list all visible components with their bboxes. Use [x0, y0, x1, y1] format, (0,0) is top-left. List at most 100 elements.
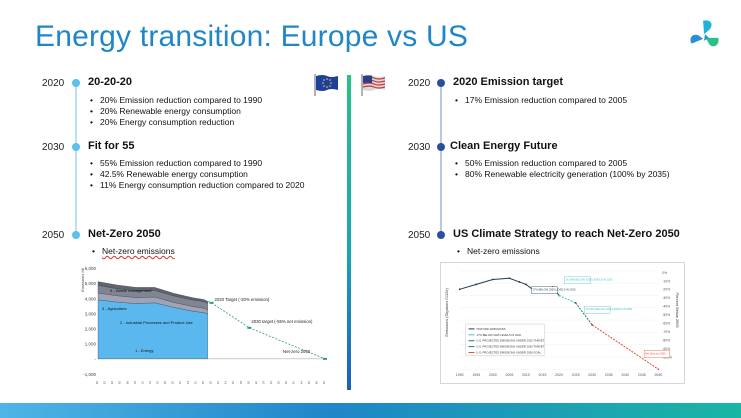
x-tick-label: 2036 — [269, 381, 273, 384]
us-year-2020: 2020 — [408, 78, 431, 89]
eu-year-2050: 2050 — [42, 230, 65, 241]
us-year-2030: 2030 — [408, 142, 431, 153]
data-point — [508, 277, 511, 280]
x-tick-label: 2050 — [322, 381, 326, 384]
legend-label: U.S. PROJECTED EMISSIONS UNDER 2025 TARG… — [476, 339, 544, 343]
eu-timeline-line — [75, 79, 77, 234]
y-tick-label: 2,000 — [85, 327, 97, 332]
y2-tick-label: -60% — [662, 322, 670, 326]
us-bullets-2050: Net-zero emissions — [457, 246, 540, 257]
x-tick-label: 2034 — [261, 381, 265, 384]
x-tick-label: 2012 — [178, 381, 182, 384]
us-flag-icon — [361, 74, 386, 96]
x-tick-label: 2035 — [605, 373, 613, 377]
data-point — [518, 281, 521, 283]
x-tick-label: 2008 — [163, 381, 167, 384]
x-tick-label: 1994 — [110, 381, 114, 384]
y2-axis-label: Percent Below 2005 — [675, 293, 680, 329]
pinwheel-logo-icon — [690, 20, 719, 47]
line-series-3 — [575, 302, 593, 326]
us-heading-2050: US Climate Strategy to reach Net-Zero 20… — [453, 228, 680, 240]
y2-tick-label: -30% — [662, 296, 670, 300]
eu-timeline-dot — [72, 79, 80, 87]
x-tick-label: 2010 — [171, 381, 175, 384]
y-tick-label: - — [95, 357, 97, 362]
list-item: 50% Emission reduction compared to 2005 — [455, 158, 670, 169]
x-tick-label: 2050 — [654, 373, 662, 377]
x-tick-label: 2045 — [638, 373, 646, 377]
x-tick-label: 2032 — [254, 381, 258, 384]
x-tick-label: 2020 — [209, 381, 213, 384]
x-tick-label: 2030 — [588, 373, 596, 377]
series-label: 5 - Waste management — [110, 288, 152, 293]
eu-heading-2030: Fit for 55 — [88, 140, 135, 152]
eu-year-2020: 2020 — [42, 78, 65, 89]
data-point — [458, 288, 461, 291]
x-tick-label: 1990 — [95, 381, 99, 384]
list-item: 20% Renewable energy consumption — [90, 106, 262, 117]
annotation-2030: 2030 target (-55% net emission) — [251, 319, 313, 324]
x-tick-label: 2000 — [133, 381, 137, 384]
page-title: Energy transition: Europe vs US — [35, 20, 469, 53]
us-bullets-2030: 50% Emission reduction compared to 2005 … — [455, 158, 670, 180]
list-item: 42.5% Renewable energy consumption — [90, 169, 304, 180]
x-tick-label: 2040 — [284, 381, 288, 384]
annotation-box — [643, 350, 670, 358]
projection-line — [211, 302, 326, 360]
target-marker — [209, 301, 214, 304]
legend-label: HISTORIC EMISSIONS — [476, 327, 505, 331]
us-timeline-dot — [437, 79, 445, 87]
y-tick-label: 4,000 — [85, 296, 97, 301]
center-divider — [347, 75, 351, 390]
x-tick-label: 2016 — [193, 381, 197, 384]
y2-tick-label: 0% — [662, 271, 667, 275]
x-tick-label: 2014 — [186, 381, 190, 384]
x-tick-label: 2048 — [314, 381, 318, 384]
eu-year-2030: 2030 — [42, 142, 65, 153]
series-label: 1 - Energy — [135, 348, 153, 353]
x-tick-label: 2030 — [246, 381, 250, 384]
target-marker — [323, 357, 327, 360]
annotation-2020: 2020 Target (-20% emission) — [215, 297, 270, 302]
data-point — [657, 368, 660, 371]
y-axis-label: Emissions Mt — [80, 267, 85, 292]
us-year-2050: 2050 — [408, 230, 431, 241]
x-tick-label: 1995 — [472, 373, 480, 377]
us-bullets-2020: 17% Emission reduction compared to 2005 — [455, 95, 627, 106]
x-tick-label: 2042 — [292, 381, 296, 384]
data-point — [491, 278, 494, 281]
eu-bullets-2030: 55% Emission reduction compared to 1990 … — [90, 158, 304, 191]
list-item: 80% Renewable electricity generation (10… — [455, 169, 670, 180]
data-point — [574, 301, 577, 304]
data-point — [558, 294, 560, 297]
us-emissions-chart: Emissions (Gigatons CO2e) Percent Below 2… — [440, 262, 685, 384]
x-tick-label: 2002 — [140, 381, 144, 384]
data-point — [591, 324, 594, 326]
legend-box — [465, 323, 545, 356]
eu-timeline-dot — [72, 231, 80, 239]
y2-tick-label: -10% — [662, 279, 670, 283]
y2-tick-label: -90% — [662, 347, 670, 351]
us-heading-2030: Clean Energy Future — [450, 140, 558, 152]
data-point — [475, 283, 478, 286]
eu-timeline-dot — [72, 143, 80, 151]
legend-label: U.S. PROJECTED EMISSIONS UNDER 2050 GOAL — [476, 350, 541, 354]
legend-label: U.S. PROJECTED EMISSIONS UNDER 2030 TARG… — [476, 345, 544, 349]
y2-tick-label: -50% — [662, 313, 670, 317]
eu-bullets-2050: Net-zero emissions — [92, 246, 175, 257]
us-timeline-dot — [437, 143, 445, 151]
list-item: 20% Emission reduction compared to 1990 — [90, 95, 262, 106]
y-tick-label: 5,000 — [85, 281, 97, 286]
line-series-4 — [591, 324, 659, 370]
x-tick-label: 2000 — [489, 373, 497, 377]
x-tick-label: 2020 — [555, 373, 563, 377]
x-tick-label: 1990 — [456, 373, 464, 377]
eu-flag-icon — [314, 74, 338, 96]
x-tick-label: 2038 — [277, 381, 281, 384]
x-tick-label: 1992 — [103, 381, 107, 384]
y-tick-label: -1,000 — [83, 372, 96, 377]
annotation-2050: Net-zero 2050 — [283, 349, 311, 354]
eu-heading-2020: 20-20-20 — [88, 76, 133, 88]
y2-tick-label: -70% — [662, 330, 670, 334]
